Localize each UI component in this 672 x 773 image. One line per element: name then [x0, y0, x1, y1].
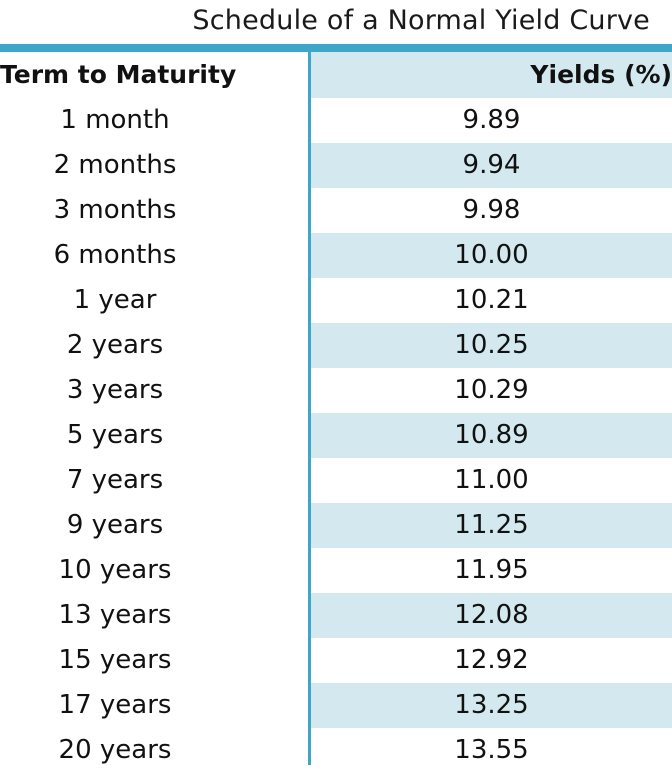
table-row: 15 years 12.92 [0, 638, 672, 683]
table-row: 3 years 10.29 [0, 368, 672, 413]
yield-value: 9.89 [462, 105, 521, 135]
yield-value: 10.29 [454, 375, 529, 405]
yield-value: 11.95 [454, 555, 529, 585]
table-row: 1 month 9.89 [0, 98, 672, 143]
yield-value: 10.21 [454, 285, 529, 315]
yield-value: 9.94 [462, 150, 521, 180]
table-row: 10 years 11.95 [0, 548, 672, 593]
yield-cell: 10.00 [311, 233, 672, 278]
table-body: 1 month 9.89 2 months 9.94 3 months 9.98 6 mon… [0, 98, 672, 773]
yield-value: 12.92 [454, 645, 529, 675]
yield-cell: 11.25 [311, 503, 672, 548]
table-row: 5 years 10.89 [0, 413, 672, 458]
term-cell: 17 years [58, 690, 172, 720]
yield-value: 11.25 [454, 510, 529, 540]
table-row: 17 years 13.25 [0, 683, 672, 728]
yield-value: 12.08 [454, 600, 529, 630]
yield-cell: 10.25 [311, 323, 672, 368]
term-cell: 10 years [58, 555, 172, 585]
yield-cell: 10.89 [311, 413, 672, 458]
yield-value: 10.89 [454, 420, 529, 450]
table-row: 20 years 13.55 [0, 728, 672, 773]
yield-value: 9.98 [462, 195, 521, 225]
table-row: 9 years 11.25 [0, 503, 672, 548]
table-row: 7 years 11.00 [0, 458, 672, 503]
term-cell: 7 years [66, 465, 164, 495]
term-cell: 1 month [60, 105, 170, 135]
header-yield-label: Yields (%) [530, 60, 672, 89]
header-term: Term to Maturity [0, 60, 237, 89]
yield-cell: 9.89 [311, 98, 672, 143]
table-row: 2 years 10.25 [0, 323, 672, 368]
yield-cell: 12.92 [311, 638, 672, 683]
yield-cell: 10.29 [311, 368, 672, 413]
yield-cell: 12.08 [311, 593, 672, 638]
term-cell: 13 years [58, 600, 172, 630]
yield-cell: 10.21 [311, 278, 672, 323]
yield-table: Term to Maturity Yields (%) 1 month 9.89 2… [0, 52, 672, 773]
table-row: 2 months 9.94 [0, 143, 672, 188]
term-cell: 1 year [73, 285, 157, 315]
term-cell: 15 years [58, 645, 172, 675]
term-cell: 3 years [66, 375, 164, 405]
header-yield: Yields (%) [311, 52, 672, 98]
term-cell: 2 years [66, 330, 164, 360]
table-row: 13 years 12.08 [0, 593, 672, 638]
table-row: 3 months 9.98 [0, 188, 672, 233]
yield-cell: 13.55 [311, 728, 672, 773]
column-divider [308, 52, 311, 765]
yield-cell: 9.94 [311, 143, 672, 188]
term-cell: 2 months [53, 150, 177, 180]
top-rule [0, 44, 672, 52]
table-row: 1 year 10.21 [0, 278, 672, 323]
yield-cell: 9.98 [311, 188, 672, 233]
table-title: Schedule of a Normal Yield Curve [192, 5, 650, 36]
yield-cell: 11.00 [311, 458, 672, 503]
table-row: 6 months 10.00 [0, 233, 672, 278]
term-cell: 20 years [58, 735, 172, 765]
term-cell: 5 years [66, 420, 164, 450]
term-cell: 6 months [53, 240, 177, 270]
yield-cell: 13.25 [311, 683, 672, 728]
term-cell: 9 years [66, 510, 164, 540]
yield-value: 10.00 [454, 240, 529, 270]
yield-value: 11.00 [454, 465, 529, 495]
yield-value: 10.25 [454, 330, 529, 360]
yield-cell: 11.95 [311, 548, 672, 593]
yield-value: 13.55 [454, 735, 529, 765]
term-cell: 3 months [53, 195, 177, 225]
yield-value: 13.25 [454, 690, 529, 720]
table-header-row: Term to Maturity Yields (%) [0, 52, 672, 98]
